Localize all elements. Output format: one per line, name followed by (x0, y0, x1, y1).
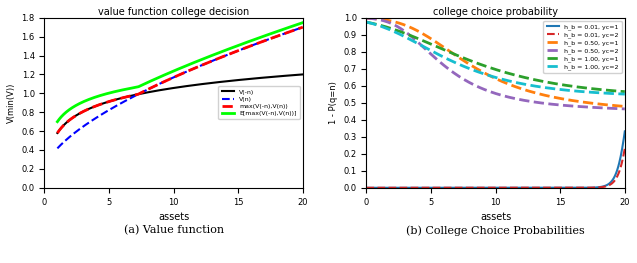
Text: (a) Value function: (a) Value function (124, 225, 224, 236)
X-axis label: assets: assets (158, 212, 189, 222)
Y-axis label: 1 - P(q=n): 1 - P(q=n) (329, 81, 338, 124)
X-axis label: assets: assets (480, 212, 512, 222)
Title: value function college decision: value function college decision (98, 7, 249, 17)
Legend: h_b = 0.01, yc=1, h_b = 0.01, yc=2, h_b = 0.50, yc=1, h_b = 0.50, yc=2, h_b = 1.: h_b = 0.01, yc=1, h_b = 0.01, yc=2, h_b … (543, 21, 622, 73)
Title: college choice probability: college choice probability (433, 7, 558, 17)
Y-axis label: V(min(V)): V(min(V)) (7, 83, 16, 123)
Legend: V(-n), V(n), max(V(-n),V(n)), E[max(V(-n),V(n))]: V(-n), V(n), max(V(-n),V(n)), E[max(V(-n… (218, 86, 299, 119)
Text: (b) College Choice Probabilities: (b) College Choice Probabilities (406, 225, 585, 236)
